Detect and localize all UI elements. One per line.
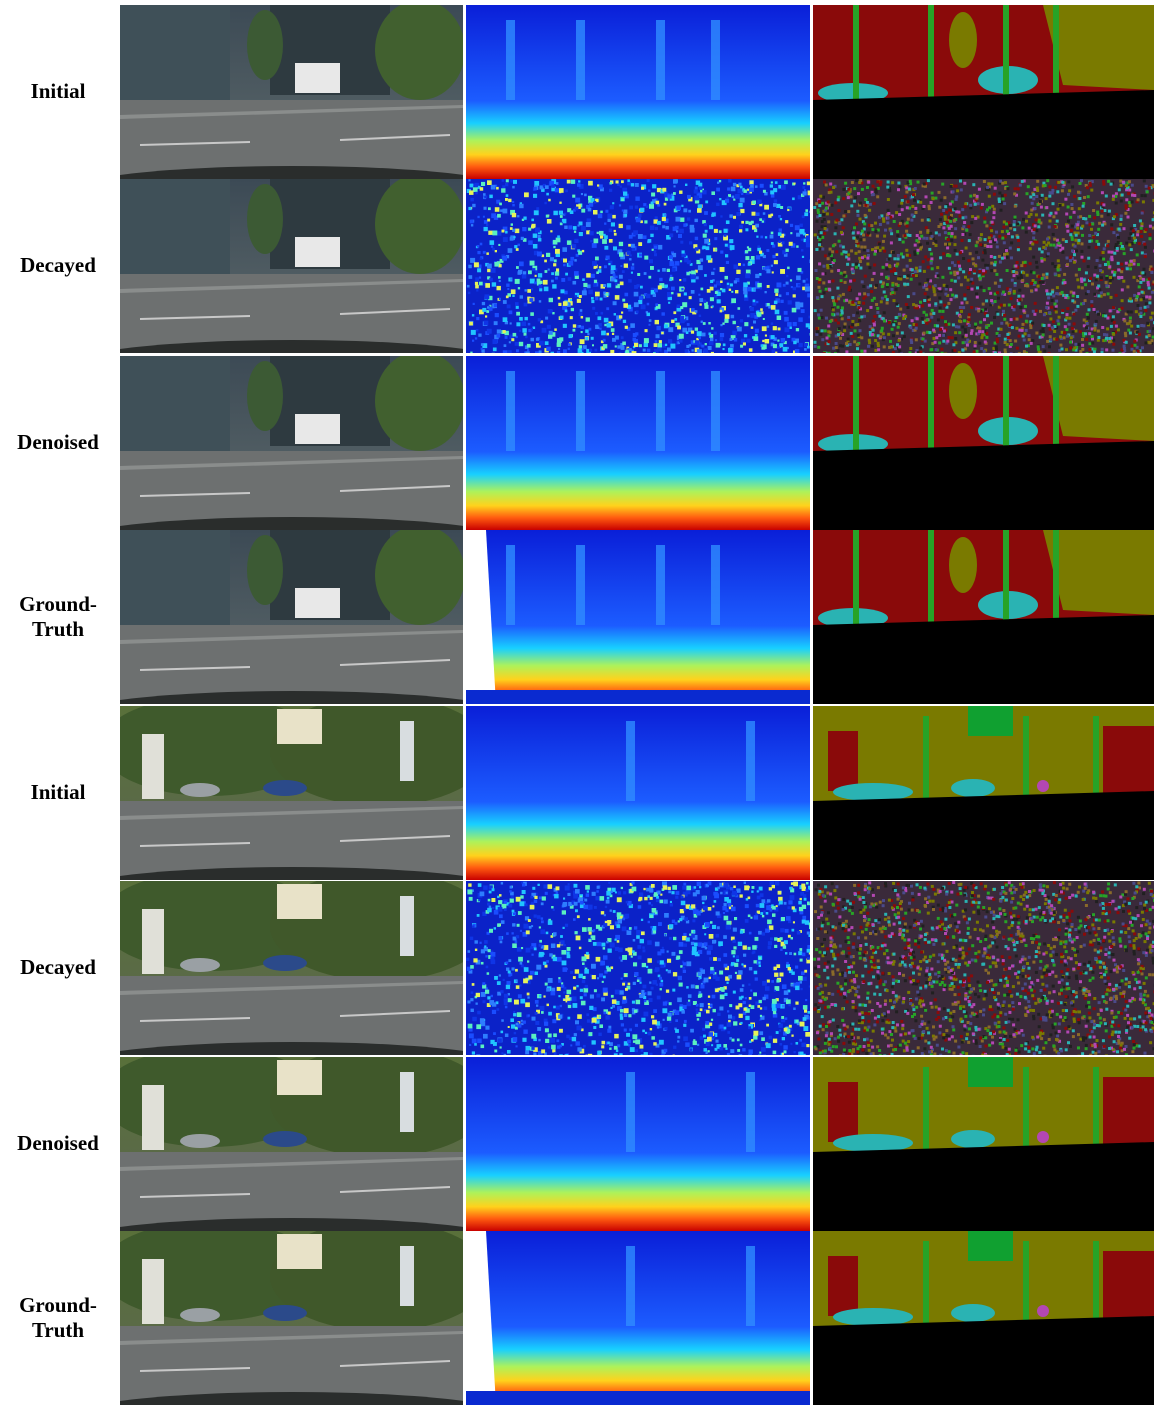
- row-label: Ground- Truth: [0, 530, 116, 704]
- segmentation-map: [813, 1231, 1154, 1405]
- rgb-image-graphic: [120, 5, 463, 179]
- segmentation-map: [813, 706, 1154, 880]
- rgb-image: [120, 179, 463, 353]
- rgb-image: [120, 5, 463, 179]
- figure-row: Denoised: [0, 1057, 1154, 1231]
- segmentation-map-graphic: [813, 179, 1154, 353]
- segmentation-map-graphic: [813, 881, 1154, 1055]
- segmentation-map-graphic: [813, 1057, 1154, 1231]
- depth-map-graphic: [466, 1057, 810, 1231]
- segmentation-map-graphic: [813, 5, 1154, 179]
- segmentation-map: [813, 179, 1154, 353]
- segmentation-map-graphic: [813, 356, 1154, 530]
- segmentation-map: [813, 356, 1154, 530]
- depth-map-graphic: [466, 179, 810, 353]
- segmentation-map-graphic: [813, 1231, 1154, 1405]
- rgb-image-graphic: [120, 1231, 463, 1405]
- depth-map: [466, 530, 810, 704]
- depth-map-graphic: [466, 356, 810, 530]
- depth-map: [466, 1231, 810, 1405]
- figure-row: Initial: [0, 706, 1154, 880]
- figure-row: Ground- Truth: [0, 530, 1154, 704]
- figure-row: Initial: [0, 5, 1154, 179]
- depth-map-graphic: [466, 881, 810, 1055]
- figure-row: Ground- Truth: [0, 1231, 1154, 1405]
- rgb-image-graphic: [120, 1057, 463, 1231]
- segmentation-map: [813, 881, 1154, 1055]
- rgb-image: [120, 1231, 463, 1405]
- segmentation-map: [813, 530, 1154, 704]
- rgb-image-graphic: [120, 356, 463, 530]
- row-label: Decayed: [0, 179, 116, 353]
- row-label: Ground- Truth: [0, 1231, 116, 1405]
- depth-map-graphic: [466, 530, 810, 704]
- figure-row: Decayed: [0, 179, 1154, 353]
- row-label: Decayed: [0, 881, 116, 1055]
- rgb-image: [120, 706, 463, 880]
- depth-map: [466, 179, 810, 353]
- depth-map: [466, 706, 810, 880]
- row-label: Initial: [0, 5, 116, 179]
- depth-map-graphic: [466, 706, 810, 880]
- depth-map: [466, 881, 810, 1055]
- rgb-image-graphic: [120, 881, 463, 1055]
- rgb-image-graphic: [120, 530, 463, 704]
- rgb-image: [120, 356, 463, 530]
- segmentation-map-graphic: [813, 706, 1154, 880]
- row-label: Denoised: [0, 356, 116, 530]
- row-label: Denoised: [0, 1057, 116, 1231]
- figure-row: Denoised: [0, 356, 1154, 530]
- depth-map-graphic: [466, 5, 810, 179]
- depth-map: [466, 5, 810, 179]
- segmentation-map-graphic: [813, 530, 1154, 704]
- rgb-image-graphic: [120, 179, 463, 353]
- row-label: Initial: [0, 706, 116, 880]
- depth-map-graphic: [466, 1231, 810, 1405]
- segmentation-map: [813, 5, 1154, 179]
- figure-row: Decayed: [0, 881, 1154, 1055]
- rgb-image-graphic: [120, 706, 463, 880]
- depth-map: [466, 356, 810, 530]
- rgb-image: [120, 530, 463, 704]
- rgb-image: [120, 1057, 463, 1231]
- rgb-image: [120, 881, 463, 1055]
- segmentation-map: [813, 1057, 1154, 1231]
- depth-map: [466, 1057, 810, 1231]
